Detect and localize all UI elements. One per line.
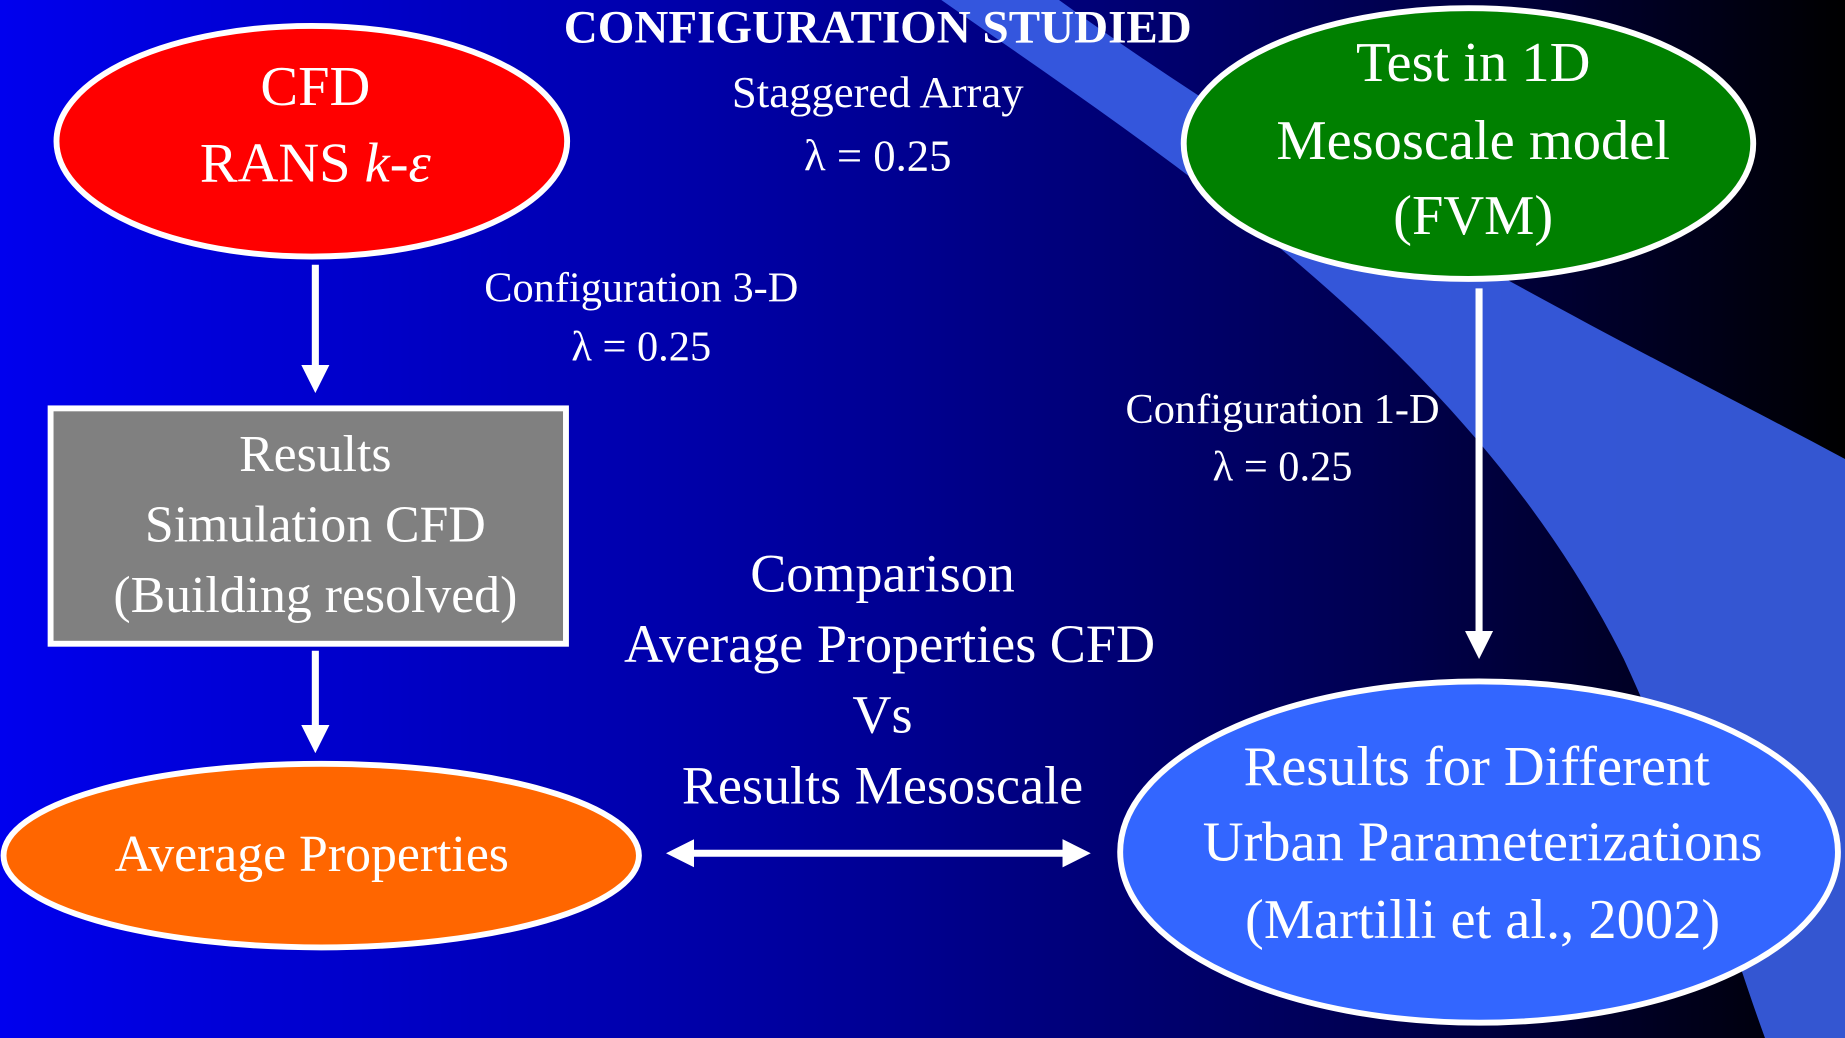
node-cfd xyxy=(53,22,571,260)
subtitle: Staggered Array xyxy=(732,67,1024,117)
node-text: (Martilli et al., 2002) xyxy=(1245,889,1720,951)
node-text: Simulation CFD xyxy=(145,496,486,553)
node-text: Mesoscale model xyxy=(1276,110,1670,172)
node-mesoscale-results xyxy=(1117,678,1841,1026)
node-text: (FVM) xyxy=(1393,185,1553,247)
subtitle: λ = 0.25 xyxy=(804,130,951,180)
node-text: Results xyxy=(239,426,391,483)
edge-label: λ = 0.25 xyxy=(571,323,711,370)
node-text: (Building resolved) xyxy=(113,567,517,624)
comparison-text: Results Mesoscale xyxy=(682,755,1083,815)
node-text: Test in 1D xyxy=(1356,32,1590,94)
node-text: Average Properties xyxy=(115,826,509,883)
node-text: Results for Different xyxy=(1244,736,1711,798)
node-text-italic: k-ε xyxy=(365,132,432,194)
node-text: RANS k-ε xyxy=(200,132,432,194)
comparison-text: Vs xyxy=(852,685,912,745)
edge-label: Configuration 1-D xyxy=(1126,386,1440,433)
node-average xyxy=(0,760,642,951)
node-results xyxy=(47,405,569,647)
comparison-text: Comparison xyxy=(750,543,1015,603)
edge-label: λ = 0.25 xyxy=(1213,443,1353,490)
comparison-text: Average Properties CFD xyxy=(624,614,1155,674)
node-test xyxy=(1180,5,1757,282)
node-text: CFD xyxy=(260,56,370,118)
title: CONFIGURATION STUDIED xyxy=(564,2,1192,54)
node-text: RANS xyxy=(200,132,365,194)
node-text: Urban Parameterizations xyxy=(1203,811,1763,873)
edge-label: Configuration 3-D xyxy=(484,265,798,312)
